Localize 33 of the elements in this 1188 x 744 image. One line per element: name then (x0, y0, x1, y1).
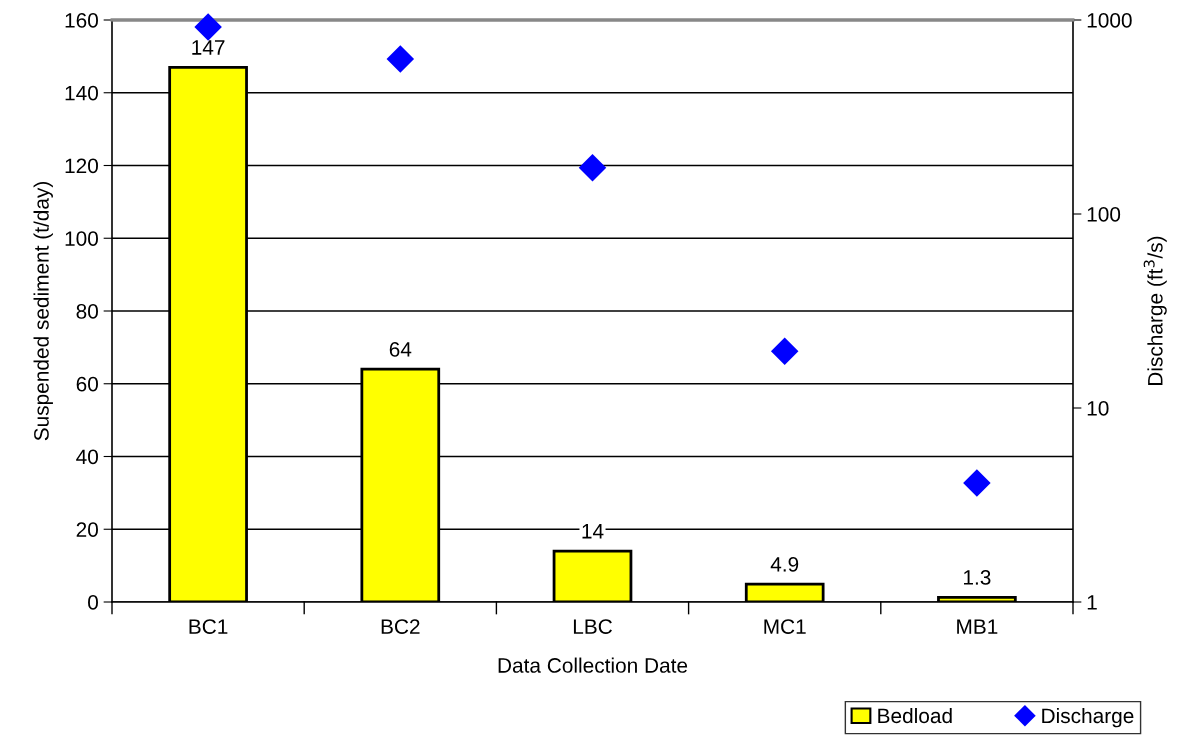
y-tick-label: 80 (76, 304, 98, 319)
y2-tick-label: 1 (1087, 595, 1097, 610)
y-tick-label: 160 (65, 13, 98, 28)
point (770, 337, 799, 366)
y2-tick-label: 1000 (1087, 13, 1132, 28)
x-tick-label: LBC (573, 619, 612, 634)
y-tick-label: 100 (65, 231, 98, 246)
point (578, 154, 607, 182)
point (386, 45, 415, 73)
legend-label: Discharge (1042, 707, 1134, 728)
y-tick-label: 140 (65, 85, 98, 101)
point (194, 13, 222, 41)
y-axis-title: Suspended sediment (t/day) (33, 182, 53, 441)
data-label: 1.3 (964, 570, 991, 585)
x-tick-label: MB1 (957, 619, 998, 634)
data-label: 147 (192, 40, 225, 55)
y-tick-label: 0 (88, 595, 98, 610)
x-tick-label: MC1 (764, 619, 806, 634)
y-tick-label: 60 (76, 376, 98, 392)
data-label: 14 (582, 524, 604, 539)
y2-axis-title: Discharge (ft$^{3}$/s) (1143, 236, 1167, 386)
y2-tick-label: 10 (1087, 401, 1109, 416)
y2-tick-label: 100 (1087, 207, 1121, 222)
y-tick-label: 20 (76, 522, 98, 537)
point (963, 469, 991, 497)
x-tick-label: BC1 (189, 619, 228, 634)
y-tick-label: 40 (76, 449, 98, 465)
x-axis-title: Data Collection Date (498, 657, 688, 673)
data-label: 4.9 (770, 556, 799, 572)
data-label: 64 (389, 342, 412, 357)
x-tick-label: BC2 (381, 619, 420, 634)
y-tick-label: 120 (65, 158, 98, 174)
legend-label: Bedload (878, 707, 952, 724)
